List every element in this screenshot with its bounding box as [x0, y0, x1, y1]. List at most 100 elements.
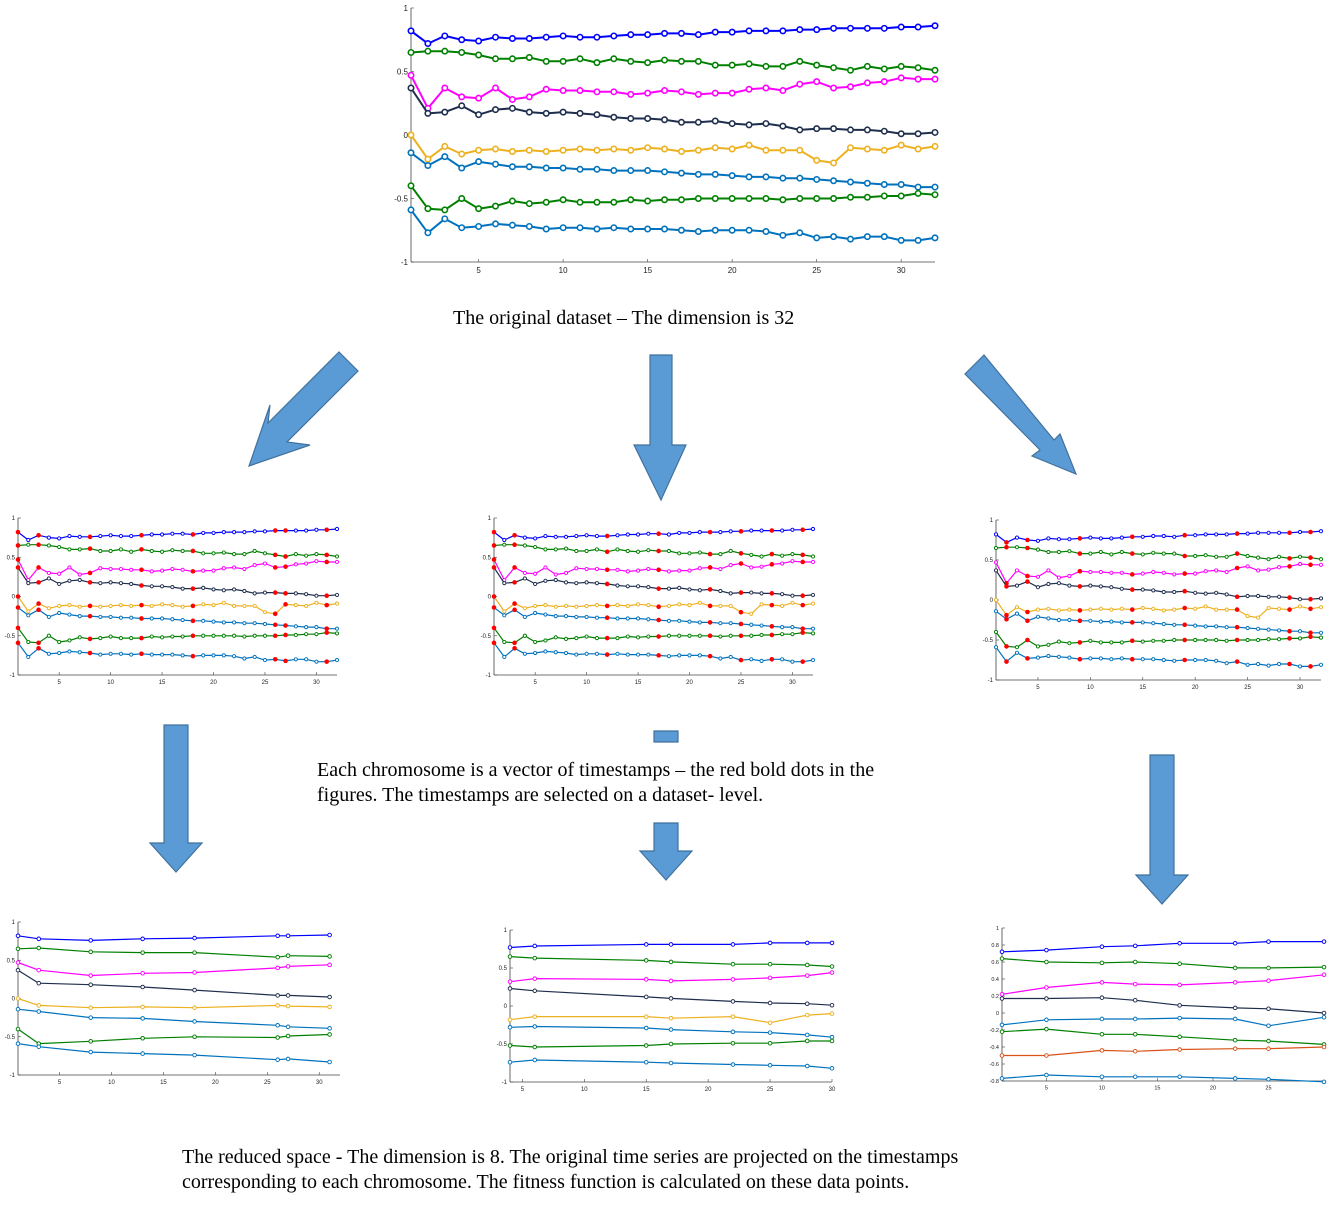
data-point	[1321, 964, 1327, 970]
data-point	[149, 584, 154, 589]
data-point	[880, 127, 888, 135]
selected-timestamp-point	[1129, 534, 1135, 540]
data-point	[762, 62, 770, 70]
y-tick-label: -0.6	[990, 1062, 999, 1068]
data-point	[285, 1024, 291, 1030]
series-line	[17, 642, 338, 663]
data-point	[1035, 547, 1041, 552]
data-point	[697, 566, 702, 571]
data-point	[813, 26, 821, 34]
selected-timestamp-point	[769, 624, 775, 629]
data-point	[1266, 1006, 1271, 1012]
y-tick-label: 1	[12, 920, 16, 926]
data-point	[728, 145, 736, 153]
selected-timestamp-point	[1287, 564, 1292, 569]
selected-timestamp-point	[272, 528, 278, 533]
data-point	[846, 235, 854, 243]
data-point	[170, 652, 175, 657]
data-point	[159, 635, 165, 640]
selected-timestamp-point	[491, 625, 497, 631]
data-point	[1056, 639, 1061, 644]
selected-timestamp-point	[1287, 556, 1292, 561]
data-point	[610, 32, 618, 40]
selected-timestamp-point	[272, 552, 278, 558]
data-point	[475, 205, 483, 213]
data-point	[262, 658, 268, 663]
data-point	[1172, 572, 1177, 577]
selected-timestamp-point	[769, 591, 775, 596]
data-point	[1266, 1023, 1271, 1029]
data-point	[1046, 606, 1051, 611]
data-point	[262, 561, 268, 566]
data-point	[711, 61, 719, 69]
data-point	[327, 1004, 332, 1010]
data-point	[745, 173, 753, 181]
data-point	[1172, 534, 1177, 539]
selected-timestamp-point	[512, 542, 517, 547]
data-point	[88, 949, 93, 955]
data-point	[211, 633, 216, 638]
data-point	[804, 1032, 810, 1038]
data-point	[67, 649, 72, 654]
chromosome-2-chart: -1-0.500.515 10 15 20 25 30	[481, 516, 816, 686]
selected-timestamp-point	[324, 630, 330, 635]
data-point	[232, 552, 237, 557]
data-point	[1099, 1031, 1105, 1037]
selected-timestamp-point	[272, 565, 278, 570]
data-point	[810, 658, 816, 663]
data-point	[118, 603, 123, 608]
data-point	[796, 195, 804, 203]
selected-timestamp-point	[15, 543, 21, 548]
data-point	[1140, 620, 1145, 625]
data-point	[749, 552, 754, 557]
data-point	[625, 569, 630, 574]
data-point	[810, 592, 816, 598]
data-point	[1161, 551, 1166, 556]
selected-timestamp-point	[324, 559, 330, 565]
data-point	[532, 943, 538, 949]
data-point	[1056, 537, 1061, 542]
data-point	[829, 1034, 835, 1040]
selected-timestamp-point	[1182, 637, 1188, 643]
data-point	[749, 611, 754, 616]
data-point	[1276, 606, 1282, 611]
data-point	[149, 652, 154, 657]
data-point	[1088, 618, 1093, 623]
data-point	[668, 1015, 674, 1021]
data-point	[863, 145, 871, 153]
selected-timestamp-point	[36, 580, 41, 585]
data-point	[1297, 664, 1303, 669]
y-tick-label: 0	[12, 997, 16, 1003]
data-point	[1266, 627, 1271, 632]
data-point	[914, 75, 922, 83]
data-point	[644, 31, 652, 39]
selected-timestamp-point	[738, 590, 744, 595]
data-point	[275, 965, 280, 971]
data-point	[829, 970, 835, 975]
data-point	[627, 225, 635, 233]
data-point	[77, 547, 82, 552]
data-point	[993, 609, 999, 614]
data-point	[993, 560, 999, 565]
data-point	[192, 1005, 197, 1010]
selected-timestamp-point	[15, 605, 21, 610]
data-point	[542, 225, 550, 233]
data-point	[1088, 607, 1093, 612]
data-point	[77, 635, 82, 640]
selected-timestamp-point	[1077, 568, 1083, 574]
data-point	[492, 84, 500, 92]
data-point	[180, 653, 185, 658]
data-point	[475, 222, 483, 230]
data-point	[108, 651, 113, 656]
data-point	[749, 590, 754, 595]
data-point	[759, 528, 764, 533]
data-point	[424, 155, 432, 163]
data-point	[711, 170, 719, 178]
data-point	[492, 106, 500, 114]
data-point	[880, 65, 888, 73]
data-point	[542, 148, 550, 156]
data-point	[532, 1057, 538, 1063]
y-tick-label: 0.5	[985, 558, 994, 564]
data-point	[1256, 593, 1261, 599]
data-point	[1177, 982, 1182, 988]
